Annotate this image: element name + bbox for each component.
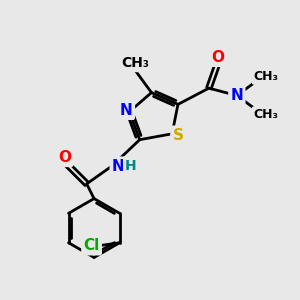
Text: O: O bbox=[58, 150, 71, 165]
Text: N: N bbox=[120, 103, 133, 118]
Text: O: O bbox=[211, 50, 224, 65]
Text: N: N bbox=[112, 159, 124, 174]
Text: H: H bbox=[125, 159, 137, 173]
Text: CH₃: CH₃ bbox=[254, 108, 279, 121]
Text: S: S bbox=[172, 128, 184, 143]
Text: CH₃: CH₃ bbox=[254, 70, 279, 83]
Text: Cl: Cl bbox=[83, 238, 100, 253]
Text: CH₃: CH₃ bbox=[121, 56, 149, 70]
Text: N: N bbox=[230, 88, 243, 103]
